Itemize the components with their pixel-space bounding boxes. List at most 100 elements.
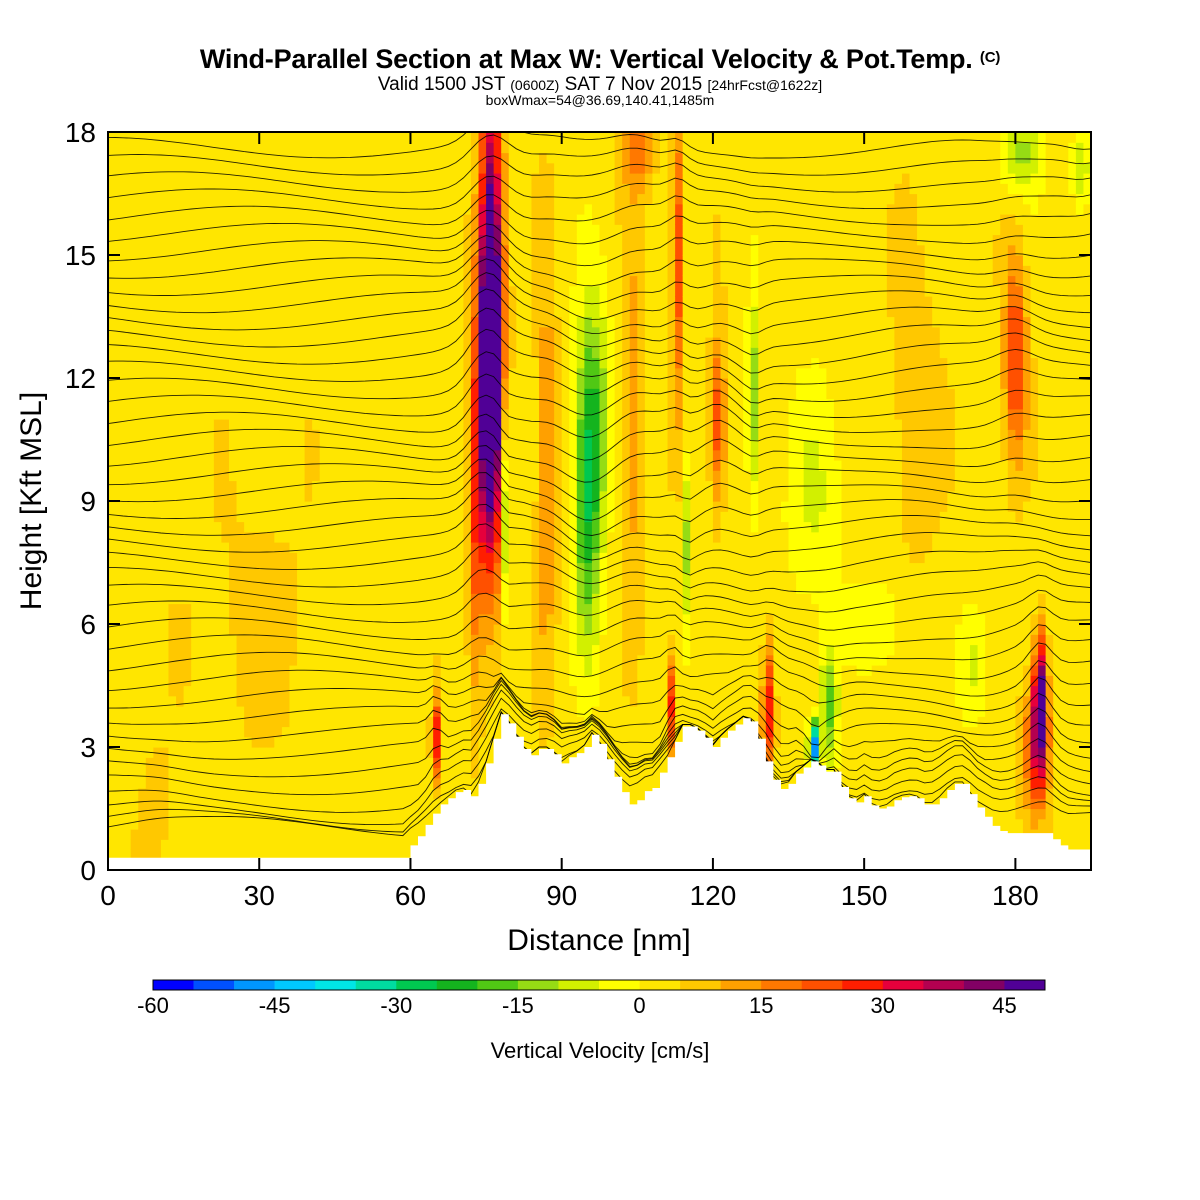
field-cell	[312, 183, 321, 195]
field-cell	[561, 613, 570, 625]
field-cell	[183, 716, 192, 728]
field-cell	[251, 490, 260, 502]
field-cell	[236, 460, 245, 471]
field-cell	[455, 367, 464, 379]
field-cell	[402, 501, 412, 512]
field-cell	[266, 337, 275, 348]
field-cell	[365, 429, 374, 441]
field-cell	[251, 839, 260, 851]
field-cell	[228, 152, 238, 164]
field-cell	[228, 665, 238, 676]
field-cell	[599, 285, 608, 297]
field-cell	[145, 767, 154, 779]
field-cell	[123, 132, 132, 143]
field-cell	[380, 613, 389, 625]
field-cell	[145, 788, 154, 799]
field-cell	[433, 562, 442, 574]
field-cell	[349, 337, 359, 348]
field-cell	[183, 695, 192, 707]
field-cell	[576, 736, 585, 748]
field-cell	[622, 480, 631, 492]
field-cell	[251, 378, 260, 389]
field-cell	[259, 501, 268, 512]
field-cell	[554, 716, 563, 728]
field-cell	[433, 439, 442, 451]
field-cell	[387, 193, 396, 205]
field-cell	[244, 675, 253, 687]
field-cell	[130, 316, 139, 328]
field-cell	[599, 378, 608, 389]
field-cell	[228, 183, 238, 195]
field-cell	[183, 531, 192, 543]
field-cell	[395, 726, 404, 738]
field-cell	[508, 572, 517, 584]
field-cell	[402, 572, 412, 584]
field-cell	[508, 347, 517, 359]
field-cell	[455, 193, 464, 205]
field-cell	[228, 337, 238, 348]
field-cell	[304, 429, 313, 441]
field-cell	[160, 726, 170, 738]
field-cell	[425, 603, 434, 615]
field-cell	[410, 706, 419, 717]
field-cell	[372, 808, 381, 820]
field-cell	[365, 788, 374, 799]
field-cell	[297, 142, 306, 154]
field-cell	[508, 654, 517, 666]
field-cell	[508, 152, 517, 164]
field-cell	[470, 183, 480, 195]
field-cell	[402, 490, 412, 502]
field-cell	[614, 275, 623, 287]
field-cell	[372, 173, 381, 184]
field-cell	[274, 193, 283, 205]
field-cell	[160, 624, 170, 635]
field-cell	[176, 706, 185, 717]
field-cell	[251, 685, 260, 697]
field-cell	[357, 613, 366, 625]
field-cell	[281, 808, 291, 820]
field-cell	[357, 808, 366, 820]
field-cell	[274, 347, 283, 359]
field-cell	[342, 665, 351, 676]
field-cell	[206, 829, 215, 840]
field-cell	[297, 214, 306, 225]
field-cell	[274, 531, 283, 543]
field-cell	[493, 255, 502, 266]
field-cell	[599, 162, 608, 174]
field-cell	[607, 675, 616, 687]
field-cell	[176, 583, 185, 594]
field-cell	[410, 275, 419, 287]
field-cell	[168, 767, 177, 779]
field-cell	[198, 798, 207, 810]
field-cell	[440, 562, 449, 574]
field-cell	[244, 419, 253, 430]
field-cell	[138, 818, 147, 830]
field-cell	[198, 695, 207, 707]
field-cell	[478, 460, 487, 471]
field-cell	[607, 706, 616, 717]
field-cell	[289, 173, 298, 184]
field-cell	[410, 480, 419, 492]
field-cell	[433, 654, 442, 666]
field-cell	[433, 470, 442, 482]
field-cell	[251, 306, 260, 318]
field-cell	[349, 562, 359, 574]
field-cell	[440, 695, 449, 707]
field-cell	[539, 378, 548, 389]
field-cell	[470, 583, 480, 594]
field-cell	[138, 316, 147, 328]
field-cell	[440, 583, 449, 594]
field-cell	[463, 408, 472, 420]
field-cell	[259, 665, 268, 676]
field-cell	[304, 501, 313, 512]
field-cell	[327, 613, 336, 625]
field-cell	[614, 767, 623, 779]
field-cell	[130, 706, 139, 717]
field-cell	[138, 562, 147, 574]
field-cell	[221, 583, 230, 594]
field-cell	[546, 265, 555, 277]
field-cell	[440, 726, 449, 738]
field-cell	[236, 162, 245, 174]
field-cell	[274, 316, 283, 328]
field-cell	[213, 419, 223, 430]
